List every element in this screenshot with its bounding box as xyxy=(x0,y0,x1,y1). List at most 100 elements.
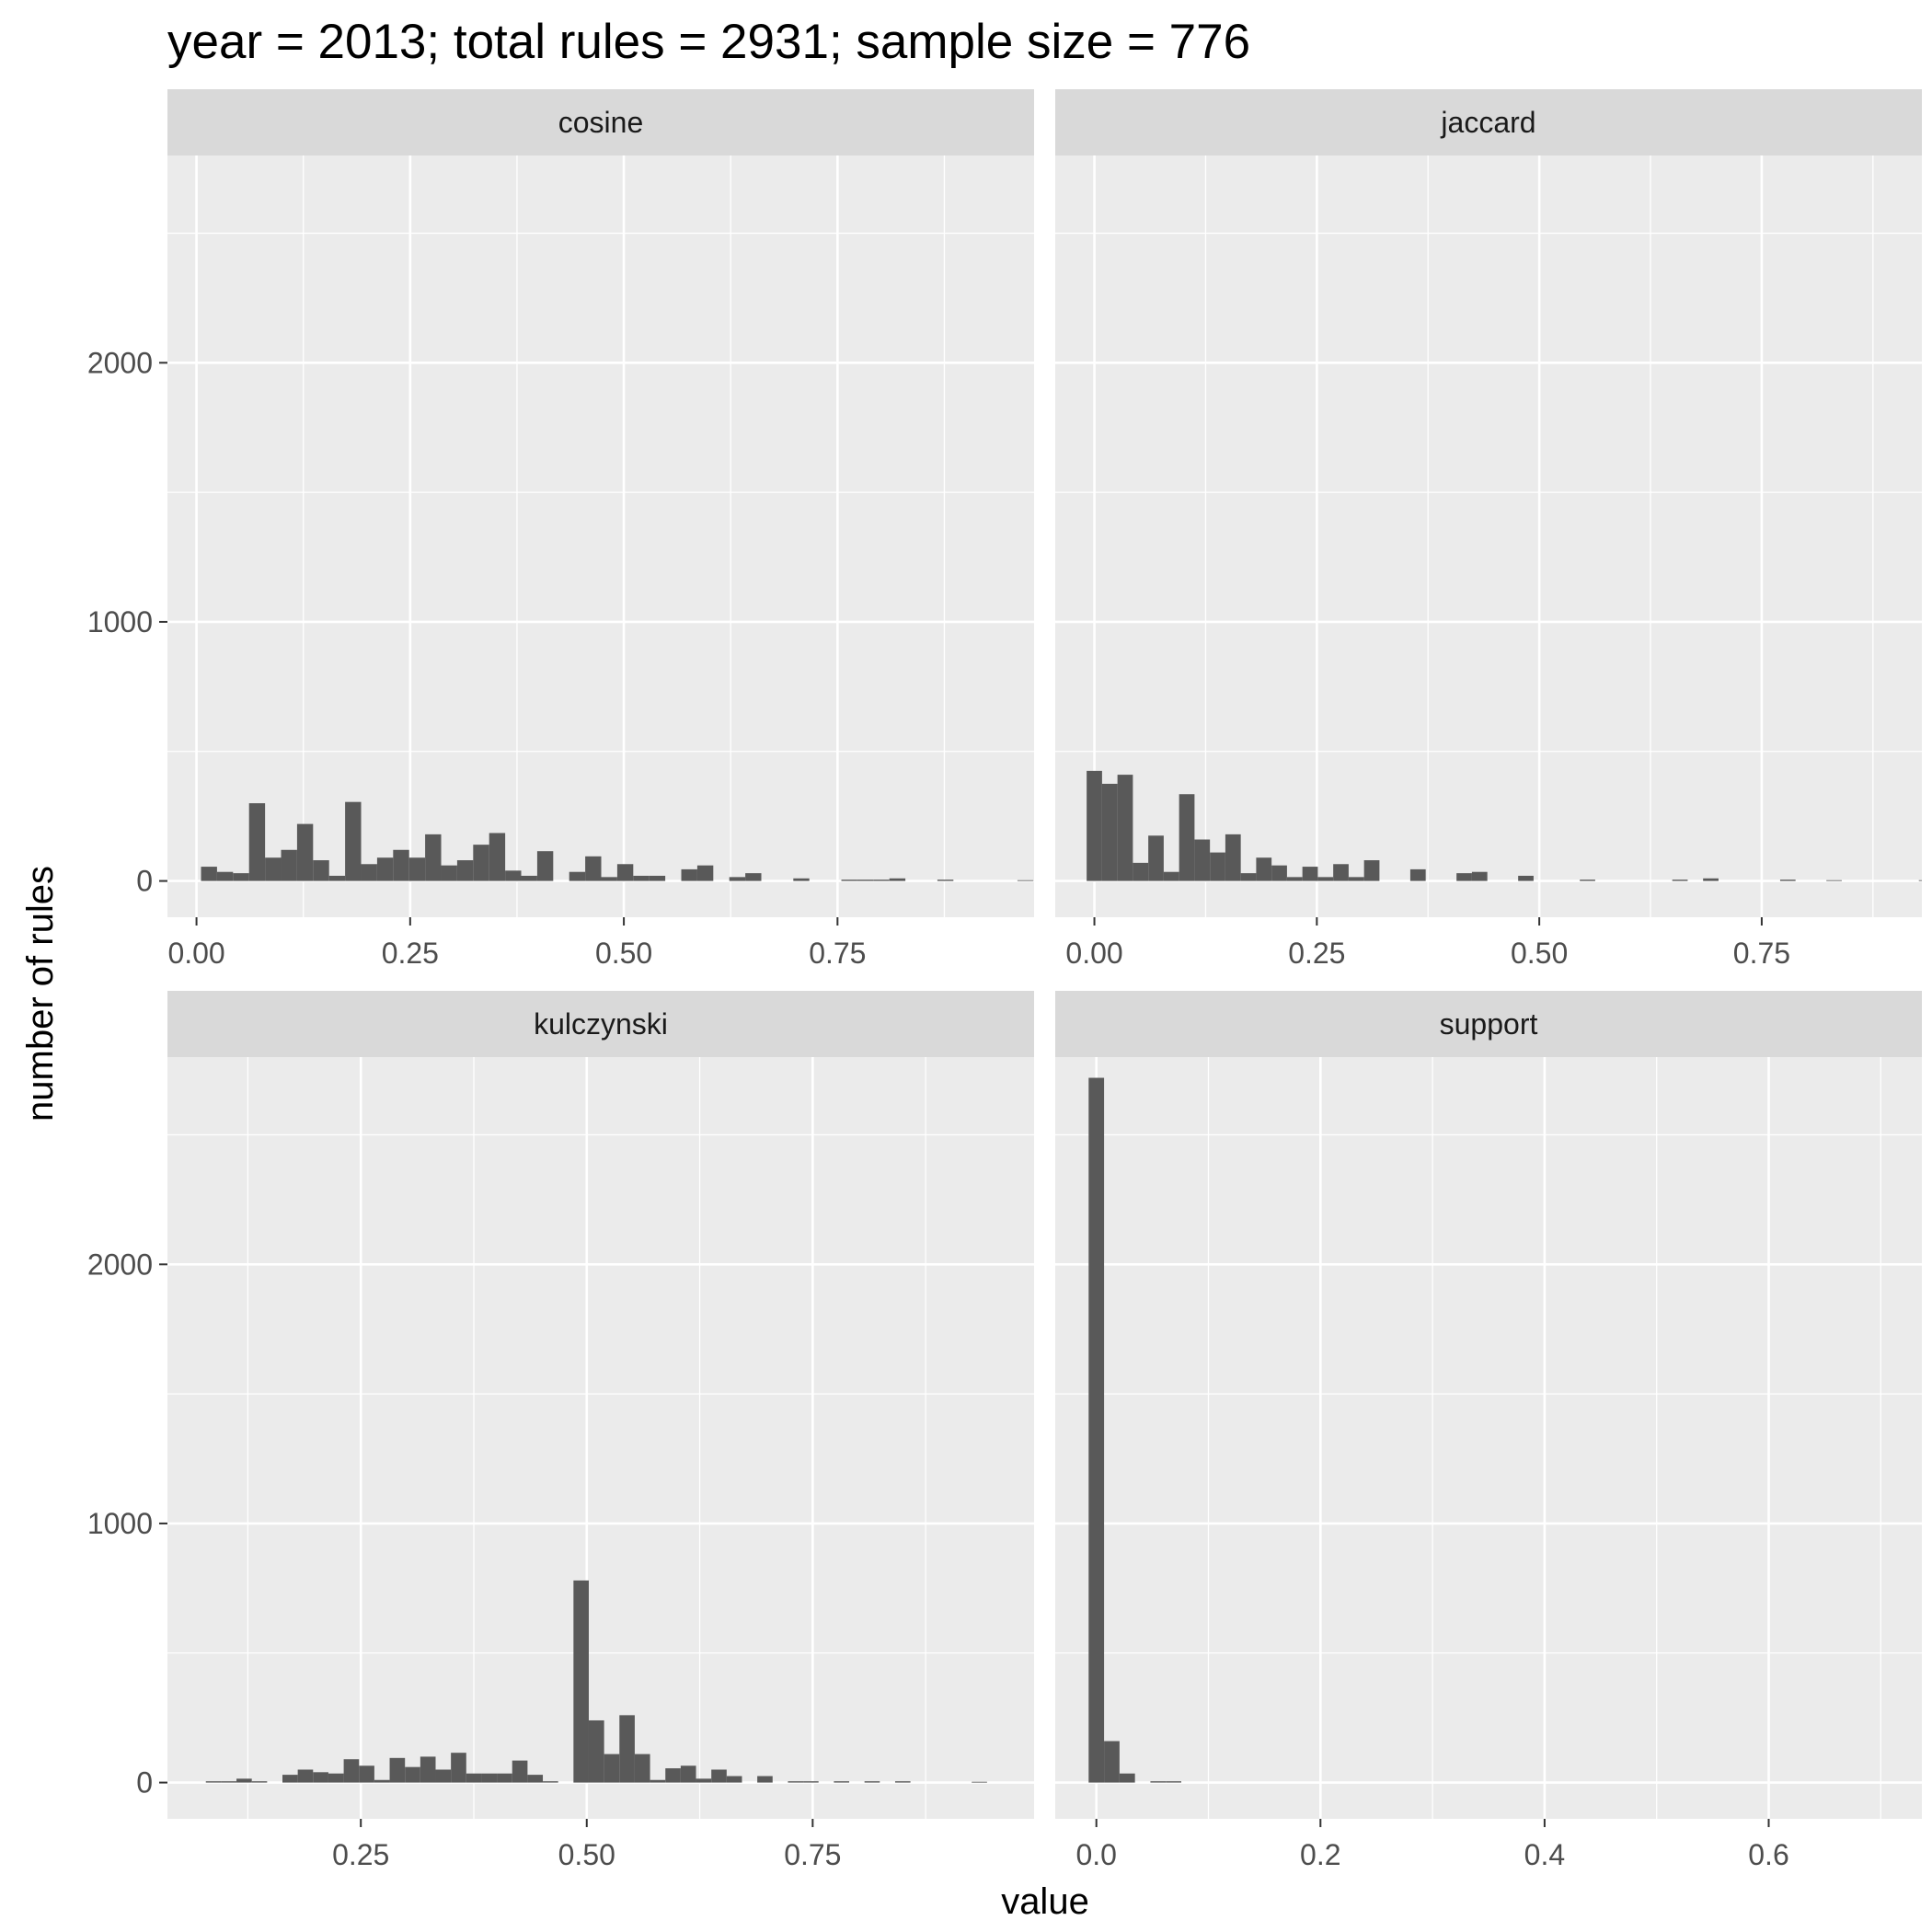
histogram-bar xyxy=(1148,835,1164,881)
x-tick-label: 0.75 xyxy=(1733,937,1790,970)
histogram-bar xyxy=(889,878,906,881)
histogram-bar xyxy=(711,1769,727,1783)
histogram-bar xyxy=(1088,1077,1105,1783)
histogram-bar xyxy=(359,1765,374,1783)
histogram-bar xyxy=(1133,862,1149,881)
histogram-bar xyxy=(649,875,666,881)
histogram-bar xyxy=(205,1781,222,1783)
x-tick-label: 0.25 xyxy=(1288,937,1345,970)
histogram-bar xyxy=(393,849,409,881)
histogram-bar xyxy=(281,849,297,881)
x-tick-label: 0.75 xyxy=(809,937,866,970)
histogram-bar xyxy=(585,856,602,881)
histogram-bar xyxy=(297,1769,314,1783)
histogram-bar xyxy=(1119,1773,1135,1783)
histogram-bar xyxy=(512,1760,528,1783)
panel-plot-area xyxy=(167,1057,1034,1819)
histogram-bar xyxy=(1104,1741,1120,1783)
histogram-bar xyxy=(1194,839,1211,881)
y-tick-label: 0 xyxy=(136,865,153,898)
histogram-bar xyxy=(1087,770,1102,881)
histogram-bar xyxy=(1826,880,1842,881)
histogram-bar xyxy=(972,1781,987,1783)
histogram-bar xyxy=(497,1773,512,1783)
histogram-bar xyxy=(489,833,506,881)
histogram-bar xyxy=(680,1765,696,1783)
x-tick-label: 0.50 xyxy=(1511,937,1568,970)
histogram-bar xyxy=(681,868,697,881)
histogram-bar xyxy=(1333,864,1349,881)
histogram-bar xyxy=(376,857,394,881)
histogram-bar xyxy=(343,1759,360,1783)
histogram-bar xyxy=(601,877,617,881)
histogram-bar xyxy=(616,864,634,881)
histogram-bar xyxy=(1471,871,1488,881)
histogram-bar xyxy=(236,1778,252,1783)
histogram-bar xyxy=(573,1580,589,1783)
facet-panel-support: support 0.0 0.2 0.4 0.6 xyxy=(1055,991,1922,1871)
facet-strip-label: support xyxy=(1440,1007,1538,1041)
histogram-bar xyxy=(265,857,282,881)
histogram-bar xyxy=(634,1754,650,1783)
facet-strip-label: kulczynski xyxy=(534,1007,668,1041)
histogram-bar xyxy=(793,878,810,881)
histogram-bar xyxy=(569,871,586,881)
histogram-bar xyxy=(1117,775,1133,881)
histogram-bar xyxy=(451,1753,466,1783)
histogram-bar xyxy=(834,1781,850,1783)
histogram-bar xyxy=(1363,860,1380,881)
x-axis-title: value xyxy=(1001,1881,1089,1922)
panel-background xyxy=(167,155,1034,917)
histogram-bar xyxy=(251,1781,268,1783)
histogram-bar xyxy=(619,1715,635,1783)
histogram-bar xyxy=(650,1779,666,1783)
histogram-bar xyxy=(328,875,346,881)
chart-title: year = 2013; total rules = 2931; sample … xyxy=(167,15,1250,69)
histogram-bar xyxy=(466,1773,482,1783)
facet-strip-label: jaccard xyxy=(1440,106,1535,139)
histogram-bar xyxy=(1225,834,1241,881)
histogram-bar xyxy=(729,877,746,881)
histogram-bar xyxy=(233,873,249,881)
y-tick-label: 2000 xyxy=(87,1248,153,1281)
histogram-bar xyxy=(696,865,714,881)
histogram-bar xyxy=(1179,794,1195,881)
histogram-bar xyxy=(389,1757,406,1783)
histogram-bar xyxy=(665,1768,681,1783)
panel-plot-area xyxy=(1055,1057,1922,1819)
x-tick-label: 0.00 xyxy=(167,937,224,970)
y-tick-label: 1000 xyxy=(87,1507,153,1540)
histogram-bar xyxy=(405,1766,420,1783)
histogram-bar xyxy=(757,1776,773,1783)
facet-strip xyxy=(1055,89,1922,155)
histogram-bar xyxy=(1240,873,1257,881)
histogram-bar xyxy=(216,871,234,881)
histogram-bar xyxy=(201,867,217,881)
panel-background xyxy=(167,1057,1034,1819)
histogram-bar xyxy=(604,1754,620,1783)
histogram-bar xyxy=(313,1772,328,1783)
histogram-bar xyxy=(435,1769,452,1783)
facet-strip xyxy=(167,991,1034,1057)
panel-plot-area xyxy=(167,155,1034,917)
facet-panel-cosine: cosine 0 1000 2000 0.00 0.25 0.50 0.75 xyxy=(87,89,1034,970)
histogram-bar xyxy=(1348,877,1364,881)
y-axis-title: number of rules xyxy=(20,866,61,1121)
histogram-bar xyxy=(248,803,266,881)
histogram-bar xyxy=(473,845,489,881)
histogram-bar xyxy=(361,864,377,881)
histogram-bar xyxy=(1017,880,1034,881)
histogram-bar xyxy=(864,1781,880,1783)
histogram-bar xyxy=(505,870,522,881)
histogram-bar xyxy=(1210,852,1225,881)
histogram-bar xyxy=(1456,873,1472,881)
facet-strip xyxy=(167,89,1034,155)
histogram-bar xyxy=(1317,877,1334,881)
histogram-bar xyxy=(408,857,426,881)
histogram-bar xyxy=(788,1781,804,1783)
histogram-bar xyxy=(425,834,442,881)
histogram-bar xyxy=(1271,865,1287,881)
panel-plot-area xyxy=(1055,155,1922,917)
